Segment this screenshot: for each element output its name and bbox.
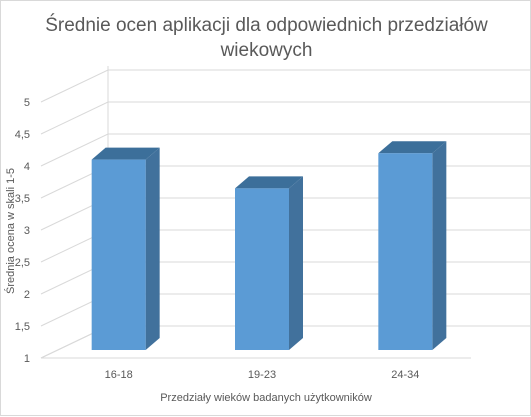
- bar-side: [289, 176, 303, 350]
- y-tick-label: 3: [24, 225, 30, 237]
- bar: [235, 176, 303, 350]
- x-tick-label: 24-34: [391, 369, 419, 381]
- x-axis-title: Przedziały wieków badanych użytkowników: [160, 392, 372, 404]
- bar-top: [235, 176, 303, 189]
- y-tick-label: 1,5: [15, 321, 30, 333]
- chart-title: Średnie ocen aplikacji dla odpowiednich …: [1, 13, 531, 63]
- bars: [91, 141, 447, 350]
- y-tick-label: 2: [24, 289, 30, 301]
- chart-title-line-1: Średnie ocen aplikacji dla odpowiednich …: [45, 15, 488, 36]
- bar-side: [145, 147, 160, 350]
- bar: [91, 147, 160, 350]
- gridline: [40, 101, 531, 135]
- bar-front: [91, 159, 146, 350]
- bar-side: [432, 141, 447, 350]
- bar-top: [91, 147, 160, 160]
- y-tick-label: 5: [24, 97, 30, 109]
- y-tick-labels: 1 1,5 2 2,5 3 3,5 4 4,5 5: [15, 97, 30, 365]
- y-axis-title: Średnia ocena w skali 1-5: [4, 168, 17, 294]
- chart-title-line-2: wiekowych: [220, 40, 313, 61]
- x-tick-labels: 16-18 19-23 24-34: [105, 369, 420, 381]
- y-tick-label: 3,5: [15, 193, 30, 205]
- x-tick-label: 16-18: [105, 369, 133, 381]
- y-tick-label: 1: [24, 353, 30, 365]
- y-tick-label: 4,5: [15, 129, 30, 141]
- bar: [378, 141, 447, 350]
- bar-front: [235, 188, 289, 350]
- y-tick-label: 4: [24, 161, 30, 173]
- gridline: [40, 133, 531, 167]
- gridline: [40, 69, 531, 103]
- x-tick-label: 19-23: [248, 369, 276, 381]
- bar-top: [378, 141, 447, 154]
- bar-front: [378, 153, 433, 350]
- y-tick-label: 2,5: [15, 257, 30, 269]
